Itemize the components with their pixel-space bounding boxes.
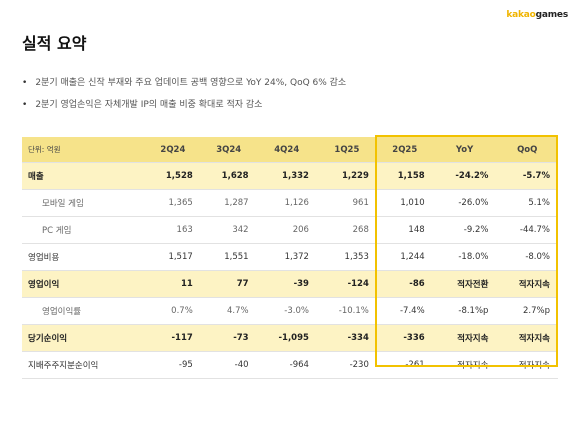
value-cell: -24.2%: [432, 162, 497, 190]
table-row: 모바일 게임 1,365 1,287 1,126 961 1,010 -26.0% 5.1%: [22, 189, 558, 217]
table-header-row: 단위: 억원 2Q24 3Q24 4Q24 1Q25 2Q25 YoY QoQ: [22, 137, 558, 163]
value-cell: 1,353: [316, 243, 377, 271]
value-cell: 77: [200, 270, 257, 298]
table-row: 영업비용 1,517 1,551 1,372 1,353 1,244 -18.0% -8.0%: [22, 243, 558, 271]
value-cell: -26.0%: [432, 189, 497, 217]
header-cell: 3Q24: [200, 137, 257, 163]
value-cell: 0.7%: [145, 297, 201, 325]
row-label: 영업이익: [22, 270, 145, 298]
value-cell: -8.1%p: [432, 297, 497, 325]
header-cell: 1Q25: [316, 137, 377, 163]
row-label: PC 게임: [22, 216, 145, 244]
value-cell: -95: [145, 351, 201, 379]
value-cell: 1,287: [200, 189, 257, 217]
value-cell: 11: [145, 270, 201, 298]
header-cell: 2Q24: [145, 137, 201, 163]
value-cell: 1,126: [256, 189, 317, 217]
value-cell: 1,332: [256, 162, 317, 190]
value-cell: 5.1%: [496, 189, 558, 217]
row-label: 모바일 게임: [22, 189, 145, 217]
value-cell: 1,229: [316, 162, 377, 190]
header-cell: 4Q24: [256, 137, 317, 163]
value-cell: 1,372: [256, 243, 317, 271]
value-cell: 1,244: [376, 243, 433, 271]
value-cell: 적자지속: [432, 351, 497, 379]
value-cell: 148: [376, 216, 433, 244]
value-cell: 적자지속: [496, 270, 558, 298]
value-cell: -230: [316, 351, 377, 379]
bullet-item: 2분기 매출은 신작 부재와 주요 업데이트 공백 영향으로 YoY 24%, …: [22, 72, 346, 94]
row-label: 지배주주지분순이익: [22, 351, 145, 379]
value-cell: -10.1%: [316, 297, 377, 325]
row-label: 당기순이익: [22, 324, 145, 352]
table-row: 영업이익 11 77 -39 -124 -86 적자전환 적자지속: [22, 270, 558, 298]
value-cell: 206: [256, 216, 317, 244]
value-cell: 적자지속: [496, 351, 558, 379]
value-cell: -73: [200, 324, 257, 352]
value-cell: 2.7%p: [496, 297, 558, 325]
value-cell: 1,010: [376, 189, 433, 217]
value-cell: -5.7%: [496, 162, 558, 190]
value-cell: -124: [316, 270, 377, 298]
value-cell: -261: [376, 351, 433, 379]
page-title: 실적 요약: [22, 34, 87, 53]
value-cell: -1,095: [256, 324, 317, 352]
value-cell: 163: [145, 216, 201, 244]
value-cell: -117: [145, 324, 201, 352]
value-cell: -39: [256, 270, 317, 298]
value-cell: 적자전환: [432, 270, 497, 298]
bullet-item: 2분기 영업손익은 자체개발 IP의 매출 비중 확대로 적자 감소: [22, 94, 346, 116]
value-cell: 342: [200, 216, 257, 244]
value-cell: -18.0%: [432, 243, 497, 271]
value-cell: 268: [316, 216, 377, 244]
value-cell: -9.2%: [432, 216, 497, 244]
value-cell: 4.7%: [200, 297, 257, 325]
row-label: 매출: [22, 162, 145, 190]
value-cell: -964: [256, 351, 317, 379]
value-cell: -40: [200, 351, 257, 379]
value-cell: 1,628: [200, 162, 257, 190]
header-cell: 단위: 억원: [22, 137, 145, 163]
value-cell: -336: [376, 324, 433, 352]
value-cell: -86: [376, 270, 433, 298]
table-row: PC 게임 163 342 206 268 148 -9.2% -44.7%: [22, 216, 558, 244]
logo-kakao: kakao: [506, 10, 536, 20]
header-cell: 2Q25: [376, 137, 433, 163]
financial-summary-table: 단위: 억원 2Q24 3Q24 4Q24 1Q25 2Q25 YoY QoQ 매출 1,528 1…: [22, 137, 558, 379]
value-cell: -44.7%: [496, 216, 558, 244]
kakaogames-logo: kakaogames: [506, 10, 568, 20]
value-cell: 1,365: [145, 189, 201, 217]
row-label: 영업이익률: [22, 297, 145, 325]
value-cell: 적자지속: [432, 324, 497, 352]
logo-games: games: [535, 10, 569, 20]
value-cell: -7.4%: [376, 297, 433, 325]
value-cell: 1,551: [200, 243, 257, 271]
table-row: 지배주주지분순이익 -95 -40 -964 -230 -261 적자지속 적자지속: [22, 351, 558, 379]
row-label: 영업비용: [22, 243, 145, 271]
value-cell: 961: [316, 189, 377, 217]
table-row: 당기순이익 -117 -73 -1,095 -334 -336 적자지속 적자지속: [22, 324, 558, 352]
header-cell: YoY: [432, 137, 497, 163]
value-cell: 1,528: [145, 162, 201, 190]
header-cell: QoQ: [496, 137, 558, 163]
value-cell: -3.0%: [256, 297, 317, 325]
value-cell: 적자지속: [496, 324, 558, 352]
value-cell: -334: [316, 324, 377, 352]
table-row: 영업이익률 0.7% 4.7% -3.0% -10.1% -7.4% -8.1%p 2.7%p: [22, 297, 558, 325]
table-row: 매출 1,528 1,628 1,332 1,229 1,158 -24.2% -5.7%: [22, 162, 558, 190]
value-cell: 1,158: [376, 162, 433, 190]
value-cell: -8.0%: [496, 243, 558, 271]
bullet-list: 2분기 매출은 신작 부재와 주요 업데이트 공백 영향으로 YoY 24%, …: [22, 72, 346, 116]
value-cell: 1,517: [145, 243, 201, 271]
